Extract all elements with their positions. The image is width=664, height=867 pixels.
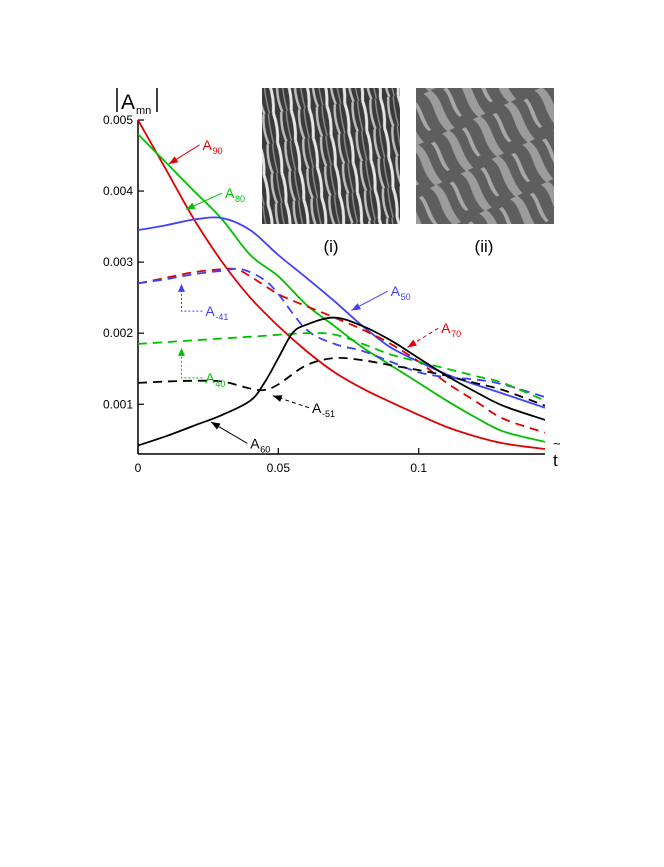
y-tick-label-0: 0.001 (103, 397, 133, 411)
annotation-a41-label: A (205, 303, 215, 319)
annotation-a51-subscript: -51 (322, 409, 335, 419)
annotation-a50-subscript: 50 (401, 292, 411, 302)
annotation-a51-label: A (312, 400, 322, 416)
annotation-a41-subscript: -41 (215, 312, 228, 322)
annotation-a41: A -41 (178, 283, 228, 322)
annotation-a70-label: A (441, 320, 451, 336)
series-a51-black-dashed (138, 356, 545, 407)
series-a60-black (138, 316, 545, 447)
annotation-a50-label: A (391, 283, 401, 299)
series-a90-red (138, 120, 545, 450)
annotation-a50: A 50 (351, 283, 411, 311)
annotation-a51: A -51 (272, 395, 335, 419)
annotation-a70: A 70 (407, 320, 461, 348)
x-axis-label: ~ t (553, 436, 561, 470)
inset-image-i (262, 88, 400, 224)
svg-text:~: ~ (553, 436, 561, 451)
series-a80-green (138, 133, 545, 443)
inset-label-i: (i) (323, 237, 338, 256)
y-axis-label: A mn (116, 88, 158, 117)
annotation-a80: A 80 (185, 185, 245, 210)
annotation-a60-subscript: 60 (260, 444, 270, 454)
y-tick-label-4: 0.005 (103, 113, 133, 127)
inset-image-ii (416, 88, 554, 224)
annotation-a40: A 40 (178, 347, 225, 389)
inset-label-ii: (ii) (475, 237, 494, 256)
y-tick-label-1: 0.002 (103, 326, 133, 340)
annotation-a90: A 90 (168, 137, 223, 165)
annotation-a40-subscript: 40 (215, 379, 225, 389)
annotation-a40-label: A (205, 370, 215, 386)
series-a40-green-dashed (138, 332, 545, 402)
annotation-a60-label: A (250, 435, 260, 451)
series-a70-red-dashed (138, 267, 545, 434)
x-tick-label-2: 0.1 (410, 461, 427, 475)
x-tick-label-0: 0 (135, 461, 142, 475)
annotation-a80-label: A (225, 185, 235, 201)
svg-text:A: A (121, 91, 135, 114)
annotation-a90-subscript: 90 (213, 146, 223, 156)
series-a50-blue (138, 216, 545, 409)
annotation-a60: A 60 (210, 421, 270, 454)
y-tick-label-3: 0.004 (103, 184, 133, 198)
svg-text:t: t (553, 451, 558, 470)
svg-text:mn: mn (136, 105, 151, 117)
annotation-a80-subscript: 80 (235, 194, 245, 204)
series-a41-blue-dashed (138, 267, 545, 398)
y-tick-label-2: 0.003 (103, 255, 133, 269)
annotation-a70-subscript: 70 (451, 329, 461, 339)
annotation-a90-label: A (203, 137, 213, 153)
x-tick-label-1: 0.05 (267, 461, 291, 475)
